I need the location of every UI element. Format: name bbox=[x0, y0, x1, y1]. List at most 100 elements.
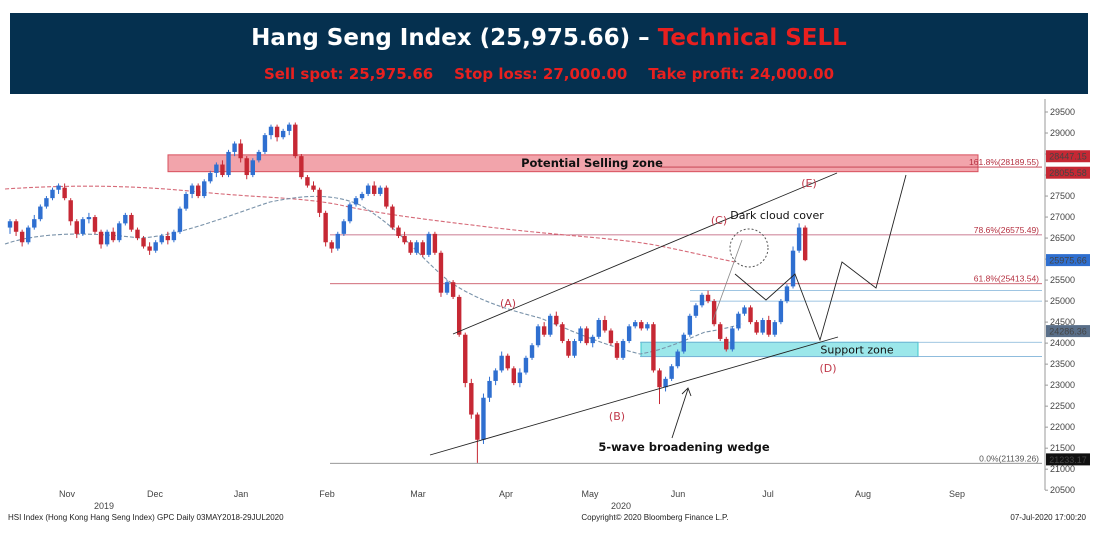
candle-body bbox=[74, 221, 79, 234]
wave-label: (A) bbox=[500, 297, 516, 310]
candle-body bbox=[681, 334, 686, 352]
candle-body bbox=[189, 185, 195, 194]
candle-body bbox=[560, 324, 565, 342]
candle-body bbox=[183, 193, 189, 209]
candle-body bbox=[311, 185, 316, 190]
candle-body bbox=[208, 172, 213, 182]
candle-body bbox=[596, 320, 601, 337]
candle-body bbox=[760, 320, 765, 333]
candle-body bbox=[141, 238, 146, 247]
x-tick-label: Apr bbox=[499, 489, 513, 499]
candle-body bbox=[802, 227, 808, 261]
x-tick-label: May bbox=[581, 489, 599, 499]
candle-body bbox=[274, 126, 280, 138]
fib-label: 161.8%(28189.55) bbox=[969, 157, 1039, 167]
candle-body bbox=[402, 235, 407, 243]
selling-zone-label: Potential Selling zone bbox=[521, 156, 663, 170]
title-main: Hang Seng Index (25,975.66) – bbox=[251, 25, 650, 51]
candle-body bbox=[129, 214, 134, 230]
candle-body bbox=[548, 315, 553, 335]
candle-body bbox=[110, 231, 116, 241]
candle-body bbox=[475, 414, 480, 440]
candle-body bbox=[717, 324, 723, 339]
candle-body bbox=[347, 204, 353, 222]
candle-body bbox=[250, 160, 255, 176]
candle-body bbox=[159, 235, 164, 243]
candle-body bbox=[432, 233, 438, 253]
candle-body bbox=[323, 212, 328, 243]
wedge-arrow-head bbox=[681, 387, 692, 397]
candle-body bbox=[584, 328, 589, 344]
candle-body bbox=[590, 336, 595, 344]
x-tick-label: Feb bbox=[319, 489, 335, 499]
candle-body bbox=[645, 324, 650, 329]
title-signal: Technical SELL bbox=[657, 25, 847, 51]
title-banner: Hang Seng Index (25,975.66) – Technical … bbox=[10, 13, 1088, 94]
candle-body bbox=[505, 355, 510, 369]
candle-body bbox=[535, 326, 541, 346]
candle-body bbox=[693, 305, 699, 316]
y-tick-label: 26500 bbox=[1050, 233, 1075, 243]
candle-body bbox=[56, 185, 61, 190]
x-tick-label: Jun bbox=[671, 489, 686, 499]
candle-body bbox=[463, 334, 468, 384]
candle-body bbox=[353, 198, 359, 205]
candle-body bbox=[287, 124, 292, 131]
candle-body bbox=[426, 233, 432, 255]
y-tick-label: 24000 bbox=[1050, 338, 1075, 348]
candle-body bbox=[608, 330, 614, 344]
candle-body bbox=[104, 231, 110, 245]
year-label: 2020 bbox=[611, 501, 631, 511]
candle-body bbox=[268, 126, 274, 136]
candle-body bbox=[256, 151, 262, 161]
y-tick-label: 24500 bbox=[1050, 317, 1075, 327]
y-tick-label: 25000 bbox=[1050, 296, 1075, 306]
candle-body bbox=[165, 235, 171, 241]
candle-body bbox=[724, 338, 729, 350]
candle-body bbox=[736, 313, 741, 329]
candle-body bbox=[92, 217, 98, 232]
candle-body bbox=[50, 189, 55, 199]
stop-loss: Stop loss: 27,000.00 bbox=[454, 65, 628, 83]
candle-body bbox=[639, 322, 644, 329]
candle-body bbox=[754, 322, 759, 333]
wedge-arrow bbox=[671, 388, 689, 439]
candle-body bbox=[578, 328, 583, 342]
candle-body bbox=[778, 301, 784, 323]
wave-label: (C) bbox=[711, 214, 727, 227]
candle-body bbox=[372, 185, 377, 194]
candle-body bbox=[135, 229, 140, 239]
price-tag bbox=[1046, 166, 1090, 179]
candle-body bbox=[523, 357, 529, 373]
candle-body bbox=[177, 208, 183, 232]
candle-body bbox=[742, 307, 747, 314]
candle-body bbox=[329, 242, 334, 249]
candle-body bbox=[341, 221, 347, 234]
candle-body bbox=[517, 372, 523, 384]
price-tag-label: 28447.15 bbox=[1049, 152, 1087, 162]
y-tick-label: 22500 bbox=[1050, 401, 1075, 411]
candle-body bbox=[7, 221, 13, 228]
candle-body bbox=[414, 242, 419, 253]
candle-body bbox=[766, 320, 771, 335]
candle-body bbox=[511, 368, 517, 384]
candle-body bbox=[772, 322, 778, 335]
candle-body bbox=[450, 282, 456, 297]
candle-body bbox=[687, 315, 693, 335]
candle-body bbox=[80, 219, 86, 234]
candle-body bbox=[262, 135, 268, 152]
projection-path bbox=[734, 174, 907, 342]
projection-path bbox=[712, 239, 743, 321]
candle-body bbox=[730, 328, 735, 350]
y-tick-label: 29000 bbox=[1050, 128, 1075, 138]
candle-body bbox=[220, 164, 225, 176]
candle-body bbox=[456, 296, 462, 335]
candle-body bbox=[493, 370, 498, 381]
candle-body bbox=[481, 397, 486, 440]
candle-body bbox=[626, 326, 632, 342]
fib-label: 78.6%(26575.49) bbox=[974, 225, 1039, 235]
x-tick-label: Aug bbox=[855, 489, 871, 499]
candle-body bbox=[711, 301, 717, 325]
candle-body bbox=[602, 320, 608, 331]
